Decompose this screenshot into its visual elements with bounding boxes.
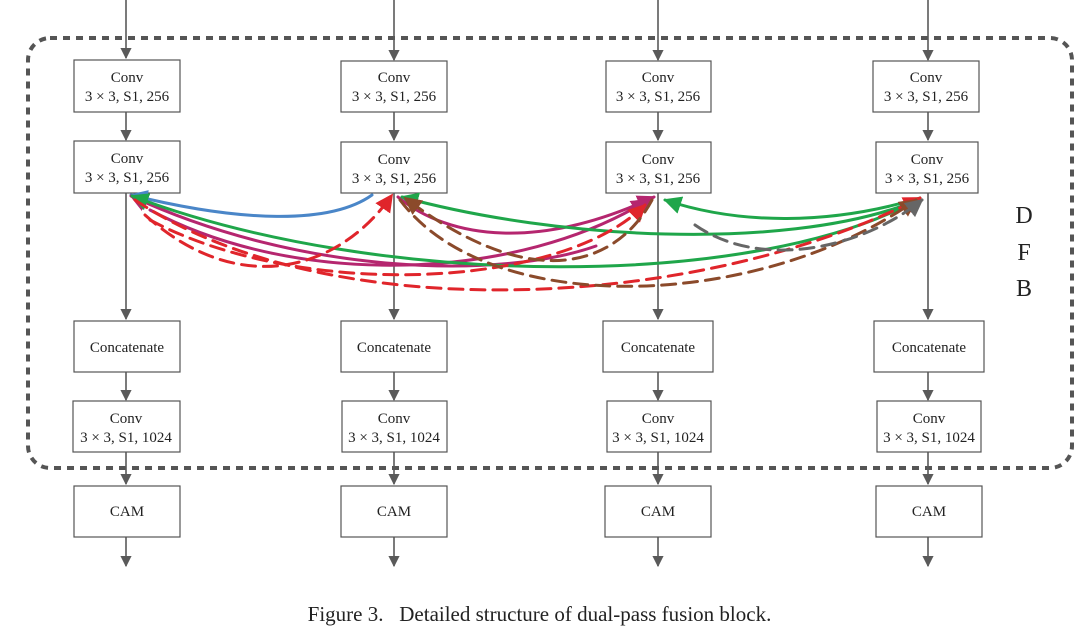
green-arc-col4-to-col3	[663, 196, 922, 220]
conv3-line2: 3 × 3, S1, 1024	[883, 430, 975, 446]
conv1-box	[872, 60, 980, 113]
conv3-line1: Conv	[110, 411, 143, 427]
conv3-box	[876, 400, 982, 453]
red-dashed-arc-col1-to-col4	[133, 196, 922, 292]
concat-box	[340, 320, 448, 373]
column-3: Conv 3 × 3, S1, 256 Conv 3 × 3, S1, 256 …	[602, 60, 714, 538]
blue-arc-col2-to-col1	[129, 190, 374, 218]
conv2-line2: 3 × 3, S1, 256	[885, 171, 970, 187]
concat-box	[873, 320, 985, 373]
cam-label: CAM	[912, 504, 946, 520]
red-dashed-arc-col1-to-col3	[148, 203, 647, 277]
block-label-f: F	[1017, 240, 1030, 266]
conv2-box	[875, 141, 979, 194]
cam-label: CAM	[377, 504, 411, 520]
conv2-line2: 3 × 3, S1, 256	[352, 171, 437, 187]
figure-caption: Figure 3. Detailed structure of dual-pas…	[307, 602, 772, 626]
concat-label: Concatenate	[892, 340, 966, 356]
conv1-line2: 3 × 3, S1, 256	[352, 89, 437, 105]
cam-box	[875, 485, 983, 538]
dfb-boundary	[26, 36, 1074, 470]
column-4: Conv 3 × 3, S1, 256 Conv 3 × 3, S1, 256 …	[872, 60, 985, 538]
conv3-box	[341, 400, 448, 453]
conv1-box	[340, 60, 448, 113]
conv2-line2: 3 × 3, S1, 256	[616, 171, 701, 187]
fusion-arcs	[129, 190, 924, 292]
conv1-box	[605, 60, 712, 113]
gray-dashed-arc-col3-to-col4	[693, 198, 924, 252]
conv2-box	[340, 141, 448, 194]
magenta-arc-col2-to-col3	[396, 195, 656, 235]
conv3-line2: 3 × 3, S1, 1024	[80, 430, 172, 446]
conv2-line1: Conv	[378, 152, 411, 168]
conv1-line1: Conv	[642, 70, 675, 86]
column-2: Conv 3 × 3, S1, 256 Conv 3 × 3, S1, 256 …	[340, 60, 448, 538]
conv3-line2: 3 × 3, S1, 1024	[348, 430, 440, 446]
conv3-line1: Conv	[642, 411, 675, 427]
concat-label: Concatenate	[90, 340, 164, 356]
conv3-box	[606, 400, 712, 453]
conv1-line1: Conv	[378, 70, 411, 86]
block-label-b: B	[1016, 276, 1032, 302]
cam-label: CAM	[110, 504, 144, 520]
conv2-line1: Conv	[642, 152, 675, 168]
concat-label: Concatenate	[621, 340, 695, 356]
conv1-box	[73, 59, 181, 113]
column-1: Conv 3 × 3, S1, 256 Conv 3 × 3, S1, 256 …	[72, 59, 181, 538]
magenta-arc-col3-to-col1	[129, 194, 598, 268]
conv1-line2: 3 × 3, S1, 256	[85, 89, 170, 105]
conv1-line1: Conv	[111, 70, 144, 86]
cam-label: CAM	[641, 504, 675, 520]
conv1-line2: 3 × 3, S1, 256	[616, 89, 701, 105]
conv3-box	[72, 400, 181, 453]
conv2-line1: Conv	[111, 151, 144, 167]
vertical-arrows	[120, 0, 934, 568]
conv2-line2: 3 × 3, S1, 256	[85, 170, 170, 186]
brown-dashed-arc-col3-to-col2	[403, 196, 654, 262]
conv3-line1: Conv	[378, 411, 411, 427]
dfb-diagram: Conv 3 × 3, S1, 256 Conv 3 × 3, S1, 256 …	[26, 0, 1074, 568]
conv2-line1: Conv	[911, 152, 944, 168]
conv1-line2: 3 × 3, S1, 256	[884, 89, 969, 105]
cam-box	[340, 485, 448, 538]
cam-box	[604, 485, 712, 538]
concat-box	[73, 320, 181, 373]
concat-box	[602, 320, 714, 373]
green-arc-col4-to-col2	[400, 192, 907, 236]
block-label-d: D	[1015, 203, 1032, 229]
concat-label: Concatenate	[357, 340, 431, 356]
conv3-line1: Conv	[913, 411, 946, 427]
conv1-line1: Conv	[910, 70, 943, 86]
conv2-box	[73, 140, 181, 194]
conv2-box	[605, 141, 712, 194]
conv3-line2: 3 × 3, S1, 1024	[612, 430, 704, 446]
cam-box	[73, 485, 181, 538]
